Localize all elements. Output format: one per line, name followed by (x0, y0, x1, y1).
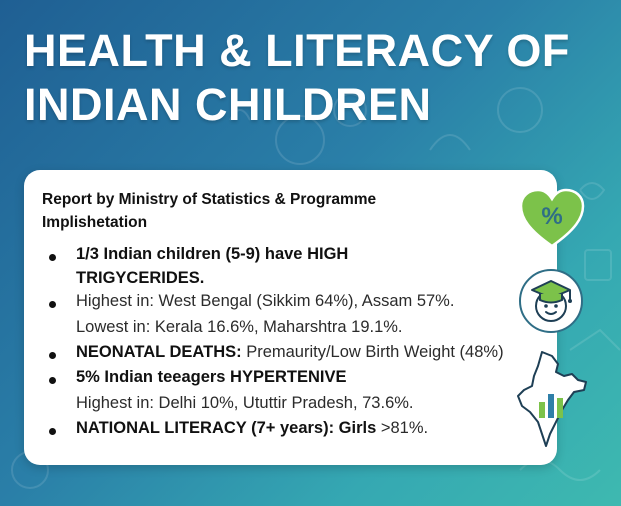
info-card: Report by Ministry of Statistics & Progr… (24, 170, 557, 465)
india-map-chart-icon (517, 351, 587, 447)
bullet-dot (49, 254, 56, 261)
bullet-3-line: NEONATAL DEATHS: Premaurity/Low Birth We… (76, 340, 504, 364)
graduate-child-icon (519, 269, 583, 333)
bullet-5-bold: NATIONAL LITERACY (7+ years): Girls (76, 419, 377, 437)
heart-percent-icon: % (519, 188, 585, 248)
bullet-3-bold: NEONATAL DEATHS: (76, 343, 242, 361)
bullet-1-line-2: TRIGYCERIDES. (76, 269, 205, 287)
bullet-dot (49, 428, 56, 435)
bullet-4-line-2: Highest in: Delhi 10%, Ututtir Pradesh, … (76, 394, 414, 412)
bullet-1-line-1: 1/3 Indian children (5-9) have HIGH (76, 245, 349, 263)
bullet-3-rest: Premaurity/Low Birth Weight (48%) (241, 343, 504, 361)
bullet-5-line: NATIONAL LITERACY (7+ years): Girls >81%… (76, 416, 428, 440)
bullet-4-line-1: 5% Indian teeagers HYPERTENIVE (76, 368, 347, 386)
bullet-dot (49, 352, 56, 359)
bullet-dot (49, 377, 56, 384)
bullet-2-line-1: Highest in: West Bengal (Sikkim 64%), As… (76, 292, 455, 310)
bullet-list: 1/3 Indian children (5-9) have HIGH TRIG… (24, 170, 557, 465)
chart-bar-1 (539, 402, 545, 418)
report-source: Report by Ministry of Statistics & Progr… (42, 191, 377, 231)
percent-symbol: % (541, 203, 562, 230)
bullet-5-rest: >81%. (376, 419, 429, 437)
page-title: HEALTH & LITERACY OF INDIAN CHILDREN (24, 25, 570, 130)
chart-bar-3 (557, 398, 563, 418)
bullet-dot (49, 301, 56, 308)
chart-bar-2 (548, 394, 554, 418)
bullet-2-line-2: Lowest in: Kerala 16.6%, Maharshtra 19.1… (76, 318, 403, 336)
